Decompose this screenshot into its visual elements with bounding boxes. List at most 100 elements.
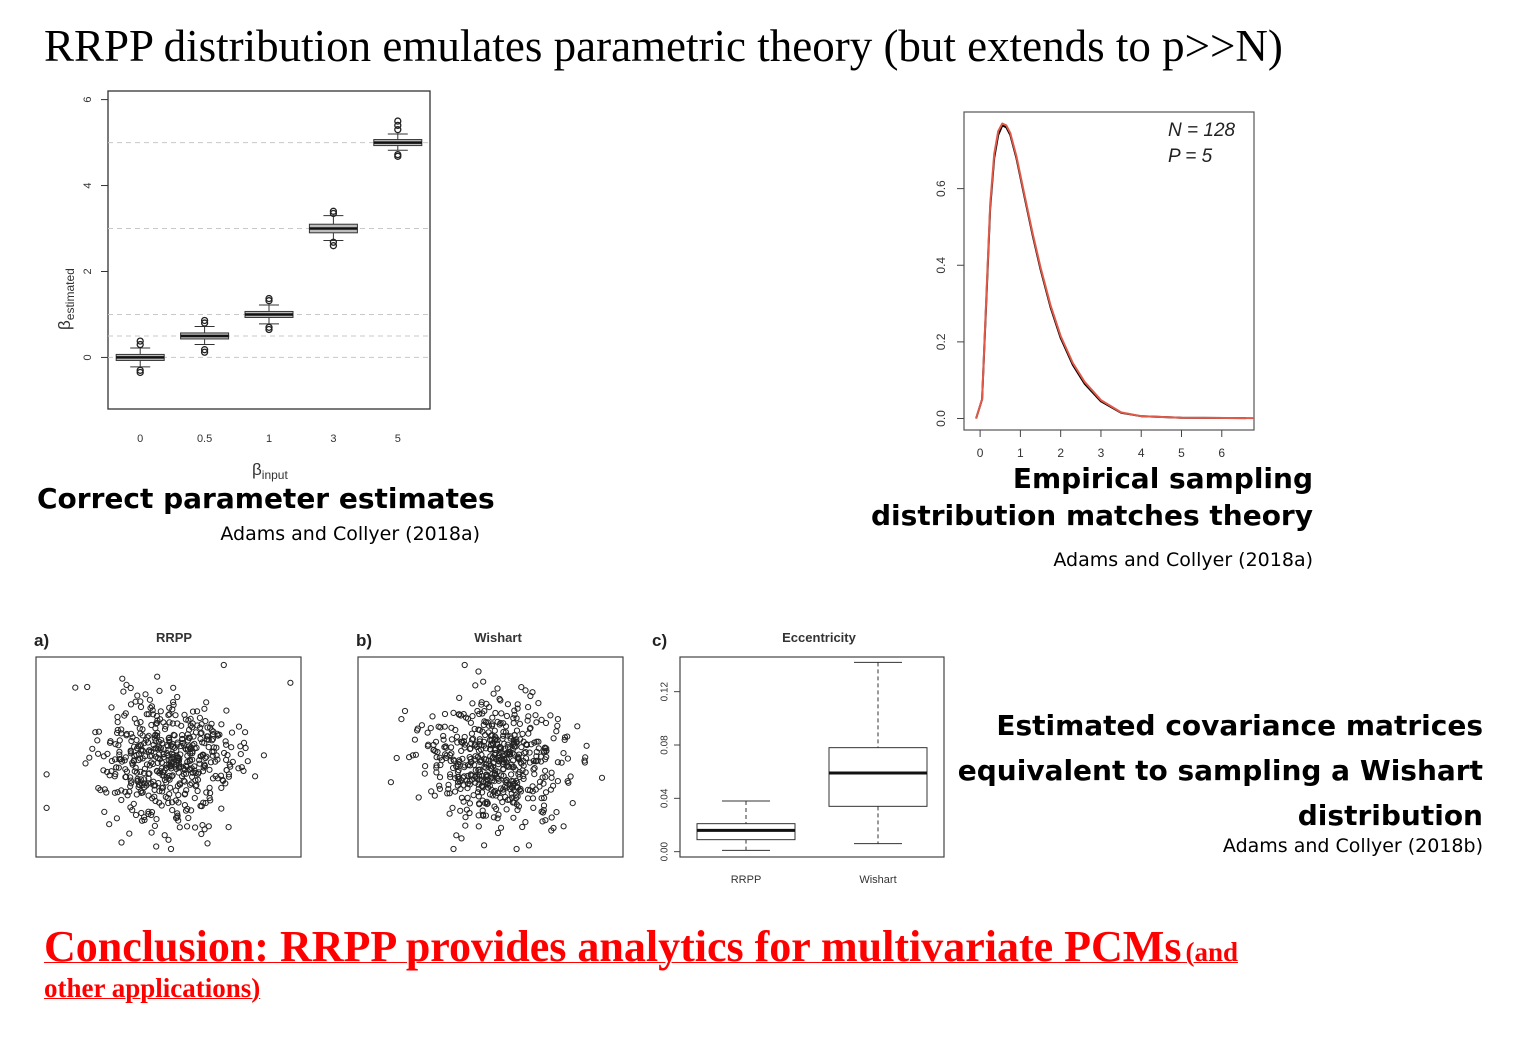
scatter-point (146, 696, 154, 703)
outlier-point (394, 117, 402, 125)
scatter-point (445, 781, 452, 788)
plot-frame (107, 90, 431, 410)
scatter-point (126, 830, 133, 837)
scatter-point (494, 685, 501, 692)
scatter-point (526, 787, 534, 794)
scatter-point (478, 701, 485, 708)
scatter-point (95, 750, 102, 757)
scatter-point (127, 804, 134, 811)
scatter-point (450, 764, 457, 772)
scatter-point (533, 719, 540, 726)
scatter-point (496, 721, 503, 728)
scatter-point (501, 740, 508, 747)
scatter-point (507, 733, 514, 740)
scatter-point (469, 713, 476, 720)
scatter-point (145, 770, 152, 777)
scatter-point (156, 687, 163, 695)
scatter-point (444, 790, 451, 797)
scatter-point (148, 752, 155, 759)
scatter-point (453, 832, 460, 839)
scatter-point (128, 780, 135, 787)
scatter-point (434, 748, 441, 756)
scatter-point (491, 727, 498, 734)
scatter-point (127, 748, 134, 755)
scatter-point (517, 788, 524, 795)
scatter-point (145, 792, 152, 799)
scatter-point (206, 794, 213, 802)
scatter-point (242, 744, 249, 752)
scatter-point (132, 811, 140, 819)
scatter-point (170, 684, 177, 691)
scatter-point (204, 840, 211, 847)
scatter-point (135, 757, 142, 764)
scatter-point (180, 777, 187, 784)
scatter-point (532, 712, 539, 719)
scatter-point (198, 803, 205, 810)
scatter-point (495, 761, 502, 768)
scatter-point (120, 688, 127, 695)
scatter-point (123, 681, 130, 689)
scatter-point (476, 772, 483, 779)
scatter-point (183, 770, 190, 777)
scatter-point (114, 719, 121, 726)
chart-title: Wishart (474, 630, 522, 645)
scatter-point (158, 785, 165, 792)
scatter-point (476, 710, 483, 718)
scatter-point (134, 778, 141, 785)
scatter-point (143, 761, 151, 768)
outlier-point (200, 316, 209, 325)
scatter-point (519, 730, 526, 738)
density-series-line (975, 122, 1255, 420)
scatter-point (104, 750, 111, 757)
scatter-point (530, 766, 537, 773)
scatter-point (479, 797, 486, 804)
scatter-point (167, 845, 175, 853)
scatter-point (148, 829, 155, 836)
scatter-point (514, 753, 522, 760)
scatter-point (210, 748, 217, 755)
scatter-point (488, 722, 496, 729)
scatter-point (184, 731, 191, 738)
scatter-point (159, 772, 166, 779)
scatter-point (260, 752, 267, 759)
scatter-point (460, 738, 468, 745)
y-tick-label: 0.2 (934, 333, 948, 350)
scatter-point (220, 661, 227, 669)
scatter-point (433, 764, 440, 771)
scatter-point (475, 668, 482, 675)
outlier-point (394, 126, 402, 134)
scatter-point (533, 748, 540, 756)
outlier-point (265, 325, 273, 334)
scatter-point (132, 698, 139, 705)
scatter-point (213, 752, 220, 759)
scatter-point (440, 736, 447, 743)
scatter-point (515, 803, 522, 810)
scatter-point (137, 776, 145, 783)
scatter-point (494, 829, 502, 837)
scatter-point (519, 823, 526, 831)
scatter-point (145, 711, 152, 718)
scatter-point (43, 804, 50, 811)
scatter-point (114, 789, 121, 796)
scatter-point (469, 700, 476, 707)
scatter-point (158, 737, 165, 744)
scatter-point (203, 736, 210, 743)
scatter-point (181, 778, 188, 785)
scatter-point (237, 751, 244, 758)
scatter-point (583, 742, 590, 749)
scatter-point (533, 753, 540, 760)
scatter-point (141, 740, 148, 747)
y-tick-label: 0.12 (660, 681, 671, 701)
scatter-point (510, 757, 517, 764)
scatter-point (118, 796, 125, 804)
scatter-point (142, 691, 149, 698)
scatter-point (535, 738, 542, 745)
x-tick-label: 3 (330, 433, 336, 445)
scatter-point (460, 798, 467, 805)
scatter-point (154, 768, 161, 775)
scatter-point (564, 755, 571, 762)
conclusion-aside-part1: (and (1185, 937, 1238, 967)
scatter-point (207, 790, 214, 797)
scatter-point (199, 739, 206, 746)
scatter-point (484, 719, 491, 726)
